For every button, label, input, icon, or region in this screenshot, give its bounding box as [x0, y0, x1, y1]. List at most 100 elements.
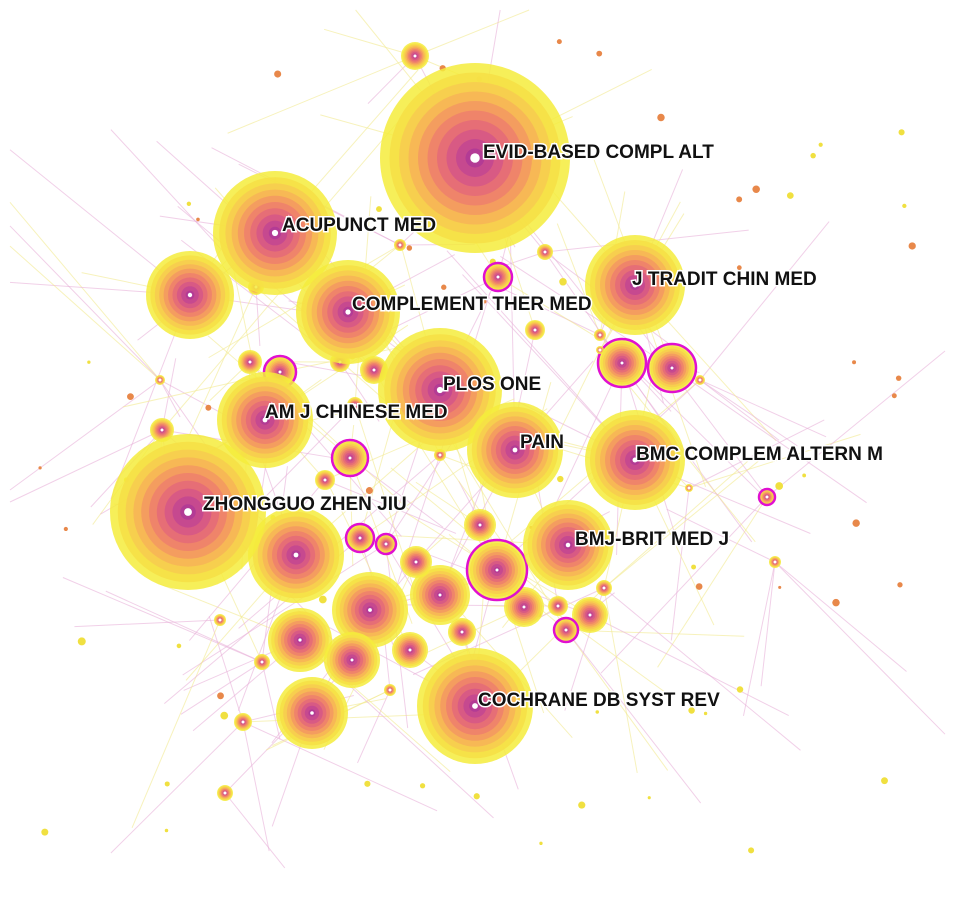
node-core — [598, 333, 602, 337]
node-core — [388, 688, 392, 692]
edge — [9, 225, 161, 381]
edge — [603, 453, 757, 589]
dot — [818, 142, 823, 147]
node-core — [223, 791, 227, 795]
node-label: ZHONGGUO ZHEN JIU — [203, 494, 407, 515]
dot — [647, 796, 651, 800]
dot — [897, 582, 903, 588]
edge — [657, 496, 768, 668]
edge — [699, 379, 798, 447]
dot — [220, 711, 229, 720]
dot — [557, 475, 564, 483]
dot — [77, 637, 86, 646]
dot — [786, 192, 794, 199]
dot — [691, 564, 697, 570]
dot — [38, 466, 42, 470]
edge — [699, 221, 830, 381]
edge — [180, 661, 263, 715]
edge — [488, 281, 601, 336]
node-core — [687, 486, 691, 490]
dot — [688, 707, 695, 714]
edge — [62, 577, 263, 663]
node-core — [278, 370, 282, 374]
dot — [376, 206, 382, 213]
node-core — [632, 457, 638, 463]
node-core — [438, 453, 442, 457]
node-core — [187, 292, 193, 298]
dot — [802, 473, 807, 478]
node-burst — [330, 438, 370, 478]
node-core — [345, 309, 351, 315]
node-core — [241, 720, 245, 724]
node-core — [564, 628, 568, 632]
dot — [852, 360, 857, 365]
dot — [891, 393, 897, 399]
edge — [242, 721, 438, 812]
node-core — [160, 428, 164, 432]
node-core — [496, 275, 500, 279]
dot — [318, 595, 327, 604]
dot — [176, 643, 182, 649]
edge — [671, 367, 867, 504]
edge — [9, 429, 163, 503]
edge — [766, 350, 946, 498]
node-core — [414, 560, 418, 564]
node-core — [438, 593, 442, 597]
node-core — [598, 348, 602, 352]
edge — [159, 379, 181, 418]
edge — [628, 314, 768, 498]
node-labels: EVID-BASED COMPL ALT ACUPUNCT MED J TRADIT… — [202, 141, 885, 713]
node-core — [602, 586, 606, 590]
dot — [578, 801, 586, 809]
dot — [63, 526, 68, 532]
node-core — [372, 368, 376, 372]
edge — [497, 276, 601, 341]
node-label: BMC COMPLEM ALTERN M — [636, 444, 883, 465]
edge — [774, 561, 946, 735]
edge — [208, 616, 244, 723]
dot — [898, 129, 905, 136]
dot — [695, 583, 703, 590]
node-core — [260, 660, 264, 664]
node-core — [620, 361, 624, 365]
dot — [703, 711, 708, 716]
dot — [274, 70, 282, 78]
node-label: BMJ-BRIT MED J — [575, 529, 729, 550]
edge — [105, 590, 263, 663]
dot — [41, 828, 49, 836]
node-core — [413, 54, 417, 58]
node-core — [556, 604, 560, 608]
dot — [895, 375, 902, 381]
major-nodes — [110, 63, 685, 764]
dot — [441, 284, 447, 290]
node-core — [408, 648, 412, 652]
dot — [775, 482, 784, 490]
edge — [565, 629, 669, 771]
dot — [196, 217, 200, 222]
edge — [565, 629, 702, 804]
dot — [748, 847, 755, 854]
node-core — [522, 605, 526, 609]
node-core — [248, 360, 252, 364]
edge — [774, 561, 907, 672]
dot — [908, 242, 916, 250]
node-label: ACUPUNCT MED — [282, 215, 436, 236]
node-core — [271, 229, 279, 237]
dot — [473, 793, 480, 800]
edge — [357, 689, 391, 764]
dot — [852, 519, 860, 527]
node-core — [436, 386, 444, 394]
dot — [736, 686, 744, 693]
dot — [164, 828, 169, 833]
node-burst — [482, 261, 514, 293]
edge — [742, 561, 776, 716]
node-core — [512, 447, 518, 453]
node-core — [348, 456, 352, 460]
node-core — [353, 403, 357, 407]
edge — [760, 561, 776, 687]
edge — [670, 487, 690, 641]
node-core — [298, 638, 302, 642]
dot — [364, 780, 371, 787]
node-core — [565, 542, 571, 548]
